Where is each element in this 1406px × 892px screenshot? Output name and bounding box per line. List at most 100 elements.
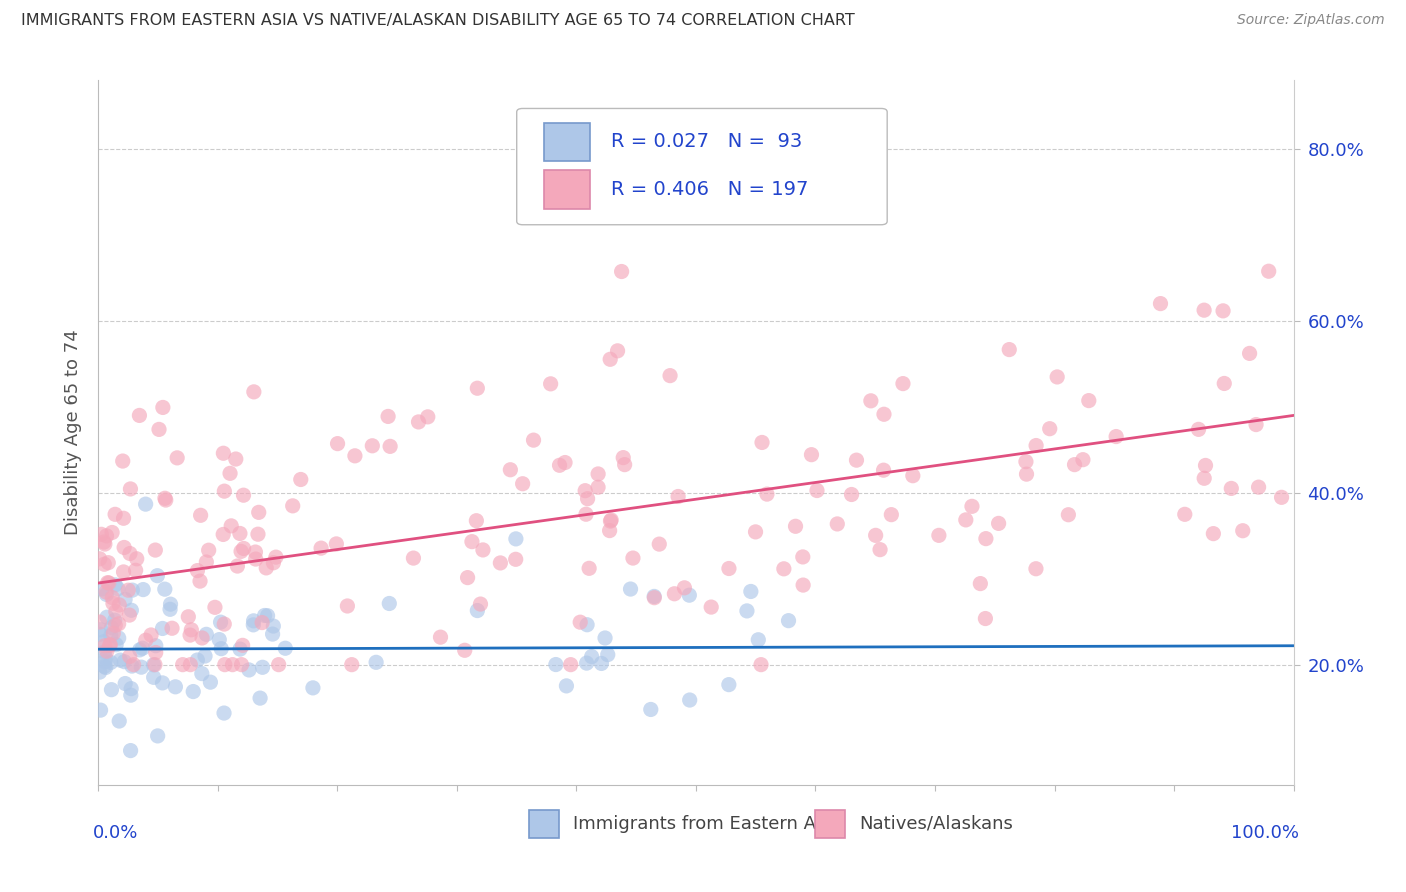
- Point: [378, 439, 401, 453]
- Point: [591, 657, 613, 671]
- Point: [247, 505, 270, 519]
- Point: [599, 514, 621, 528]
- Point: [94, 655, 117, 669]
- Point: [121, 659, 143, 673]
- Point: [1046, 370, 1069, 384]
- Point: [792, 578, 814, 592]
- Point: [100, 656, 122, 670]
- Point: [1187, 422, 1209, 436]
- Point: [188, 574, 211, 588]
- Point: [112, 565, 135, 579]
- Point: [747, 632, 769, 647]
- Point: [955, 513, 977, 527]
- Point: [94, 660, 117, 674]
- Point: [612, 450, 634, 465]
- Point: [666, 490, 689, 504]
- Point: [470, 597, 492, 611]
- Point: [343, 449, 366, 463]
- Point: [1174, 508, 1197, 522]
- Point: [197, 543, 219, 558]
- Point: [124, 563, 146, 577]
- Point: [104, 508, 127, 522]
- Point: [744, 524, 766, 539]
- Point: [160, 621, 183, 635]
- Point: [194, 648, 217, 663]
- Point: [186, 653, 208, 667]
- Point: [100, 621, 122, 635]
- Point: [901, 468, 924, 483]
- Point: [1244, 417, 1267, 432]
- Point: [869, 542, 891, 557]
- Point: [465, 514, 488, 528]
- Text: Source: ZipAtlas.com: Source: ZipAtlas.com: [1237, 13, 1385, 28]
- Point: [800, 448, 823, 462]
- Point: [262, 556, 284, 570]
- Point: [111, 454, 134, 468]
- Point: [554, 456, 576, 470]
- Point: [118, 547, 141, 561]
- Point: [1247, 480, 1270, 494]
- Point: [117, 583, 139, 598]
- Point: [581, 649, 603, 664]
- Point: [143, 657, 166, 672]
- Point: [148, 422, 170, 436]
- Point: [179, 657, 201, 672]
- Point: [181, 684, 204, 698]
- Point: [576, 617, 599, 632]
- Point: [97, 556, 120, 570]
- Point: [96, 587, 118, 601]
- Point: [262, 619, 284, 633]
- Point: [429, 630, 451, 644]
- Point: [96, 610, 118, 624]
- Point: [229, 544, 252, 558]
- Point: [101, 596, 124, 610]
- Point: [145, 639, 167, 653]
- Point: [600, 513, 623, 527]
- Point: [242, 614, 264, 628]
- Point: [1025, 562, 1047, 576]
- Point: [574, 483, 596, 498]
- Point: [264, 550, 287, 565]
- Point: [128, 409, 150, 423]
- Point: [1192, 303, 1215, 318]
- Point: [586, 467, 609, 481]
- Point: [122, 657, 145, 672]
- Point: [97, 575, 120, 590]
- Point: [208, 632, 231, 647]
- Point: [471, 543, 494, 558]
- Point: [640, 702, 662, 716]
- Point: [512, 476, 534, 491]
- Point: [191, 666, 214, 681]
- Point: [610, 264, 633, 278]
- Y-axis label: Disability Age 65 to 74: Disability Age 65 to 74: [65, 330, 83, 535]
- Point: [740, 584, 762, 599]
- Point: [209, 615, 232, 629]
- Point: [578, 561, 600, 575]
- Point: [586, 480, 609, 494]
- Point: [290, 473, 312, 487]
- Point: [1039, 422, 1062, 436]
- Point: [89, 627, 111, 641]
- Point: [232, 638, 254, 652]
- Point: [120, 743, 142, 757]
- Point: [152, 676, 174, 690]
- Text: R = 0.406   N = 197: R = 0.406 N = 197: [612, 179, 808, 199]
- Point: [212, 446, 235, 460]
- Point: [673, 581, 696, 595]
- Point: [326, 436, 349, 450]
- Point: [1071, 452, 1094, 467]
- Point: [179, 628, 201, 642]
- Point: [132, 582, 155, 597]
- Point: [89, 665, 111, 680]
- Point: [461, 534, 484, 549]
- Point: [108, 598, 131, 612]
- Point: [1202, 526, 1225, 541]
- Point: [135, 497, 157, 511]
- Point: [262, 627, 284, 641]
- Point: [252, 660, 274, 674]
- Point: [250, 615, 273, 630]
- Point: [1057, 508, 1080, 522]
- Point: [827, 516, 849, 531]
- Point: [212, 706, 235, 720]
- Point: [256, 608, 278, 623]
